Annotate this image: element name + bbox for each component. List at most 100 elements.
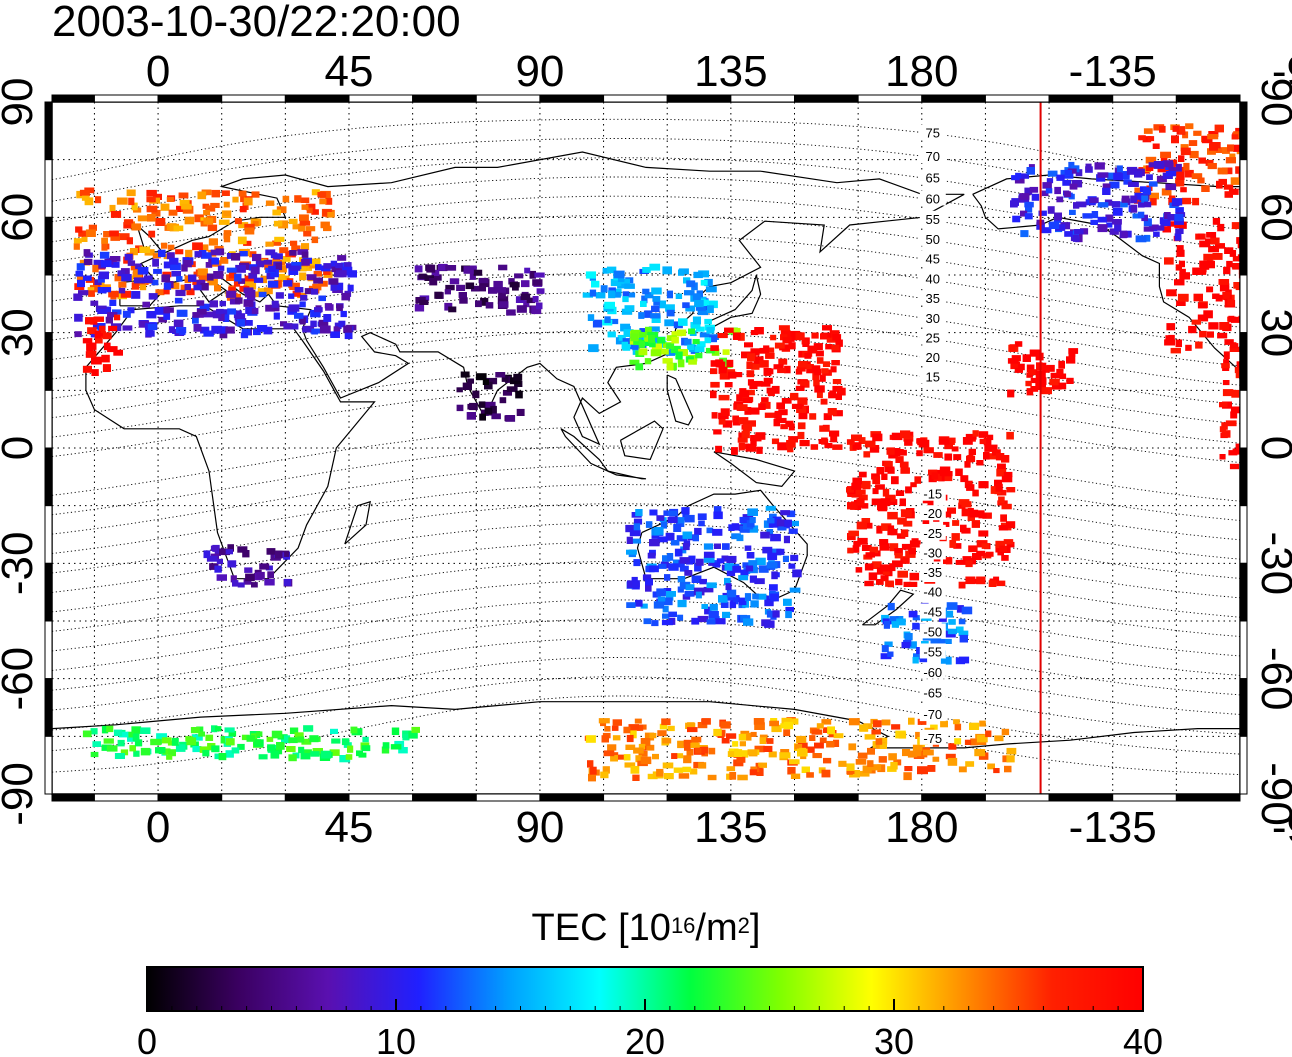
- tec-pixel: [904, 633, 913, 641]
- tec-pixel: [749, 769, 758, 776]
- contour-line: [52, 676, 1240, 755]
- tec-pixel: [986, 551, 994, 557]
- tec-pixel: [657, 337, 666, 344]
- tec-pixel: [899, 461, 909, 468]
- tec-pixel: [969, 557, 976, 565]
- lat-tick-label-left: 90: [0, 78, 42, 127]
- tec-pixel: [193, 324, 202, 332]
- tec-pixel: [219, 548, 230, 556]
- border-segment-right: [1239, 216, 1248, 276]
- tec-pixel: [601, 735, 609, 743]
- tec-pixel: [147, 214, 156, 222]
- tec-pixel: [959, 634, 968, 643]
- tec-pixel: [1198, 157, 1206, 164]
- tec-pixel: [895, 449, 904, 455]
- tec-pixel: [860, 770, 870, 777]
- tec-pixel: [656, 588, 666, 597]
- tec-pixel: [475, 373, 487, 381]
- tec-pixel: [118, 281, 127, 288]
- tec-pixel: [273, 312, 280, 320]
- tec-pixel: [83, 249, 91, 257]
- tec-pixel: [847, 533, 856, 541]
- tec-pixel: [600, 720, 607, 727]
- tec-pixel: [707, 300, 718, 309]
- tec-pixel: [1076, 201, 1087, 208]
- tec-pixel: [1182, 131, 1189, 139]
- tec-pixel: [941, 471, 953, 477]
- tec-pixel: [1282, 461, 1292, 468]
- tec-pixel: [650, 313, 661, 319]
- tec-pixel: [749, 445, 757, 452]
- tec-pixel: [199, 746, 209, 753]
- tec-pixel: [131, 291, 141, 299]
- tec-pixel: [677, 740, 686, 749]
- tec-pixel: [940, 656, 952, 665]
- tec-pixel: [1001, 503, 1012, 510]
- tec-pixel: [310, 751, 320, 757]
- tec-pixel: [740, 615, 751, 622]
- tec-pixel: [74, 313, 83, 322]
- tec-pixel: [1253, 382, 1262, 388]
- lat-tick-label-right: 30: [1252, 308, 1292, 357]
- tec-pixel: [797, 422, 806, 430]
- tec-pixel: [1004, 765, 1012, 773]
- tec-pixel: [913, 653, 924, 660]
- tec-pixel: [1120, 201, 1128, 208]
- tec-pixel: [882, 488, 890, 497]
- tec-pixel: [603, 750, 615, 757]
- border-segment-right: [1239, 274, 1248, 334]
- tec-pixel: [1058, 360, 1065, 369]
- axis-tick-labels: 0045459090135135180180-135-135-90-90-45-…: [0, 47, 1292, 852]
- tec-pixel: [715, 359, 724, 367]
- tec-pixel: [123, 219, 134, 225]
- tec-pixel: [677, 517, 685, 524]
- tec-pixel: [325, 197, 333, 205]
- tec-pixel: [1185, 123, 1194, 130]
- tec-pixel: [107, 346, 118, 353]
- tec-pixel: [917, 438, 925, 446]
- tec-pixel: [858, 437, 866, 444]
- tec-pixel: [647, 552, 656, 559]
- tec-pixel: [302, 326, 312, 333]
- tec-pixel: [640, 756, 652, 765]
- tec-pixel: [714, 562, 721, 568]
- tec-pixel: [169, 262, 181, 271]
- tec-pixel: [1273, 400, 1281, 406]
- tec-pixel: [536, 302, 543, 310]
- contour-label-bg: [919, 368, 946, 384]
- tec-pixel: [515, 390, 523, 399]
- colorbar-title-prefix: TEC [10: [531, 907, 671, 949]
- tec-pixel: [589, 766, 597, 775]
- tec-pixel: [309, 735, 319, 743]
- tec-pixel: [722, 349, 730, 355]
- tec-pixel: [335, 270, 347, 278]
- tec-pixel: [1222, 147, 1230, 154]
- tec-pixel: [444, 289, 451, 295]
- tec-pixel: [475, 300, 482, 308]
- tec-pixel: [529, 270, 536, 279]
- tec-pixel: [251, 307, 259, 315]
- tec-pixel: [334, 322, 342, 329]
- tec-pixel: [692, 534, 699, 542]
- tec-pixel: [785, 606, 794, 613]
- tec-pixel: [1146, 174, 1153, 180]
- tec-pixel: [82, 365, 92, 373]
- tec-pixel: [814, 368, 822, 376]
- tec-pixel: [1207, 163, 1217, 170]
- contour-label-bg: [919, 169, 946, 185]
- tec-pixel: [1195, 341, 1203, 349]
- tec-pixel: [967, 515, 975, 521]
- tec-pixel: [681, 507, 690, 515]
- tec-pixel: [1168, 167, 1176, 175]
- tec-pixel: [243, 197, 253, 206]
- tec-pixel: [382, 742, 390, 749]
- tec-pixel: [645, 584, 652, 592]
- tec-pixel: [495, 287, 506, 293]
- tec-pixel: [239, 251, 248, 257]
- tec-pixel: [695, 326, 705, 332]
- tec-pixel: [1256, 263, 1266, 269]
- tec-pixel: [821, 437, 828, 445]
- tec-pixel: [1255, 286, 1262, 291]
- tec-pixel: [106, 745, 118, 752]
- coastline: [344, 500, 371, 545]
